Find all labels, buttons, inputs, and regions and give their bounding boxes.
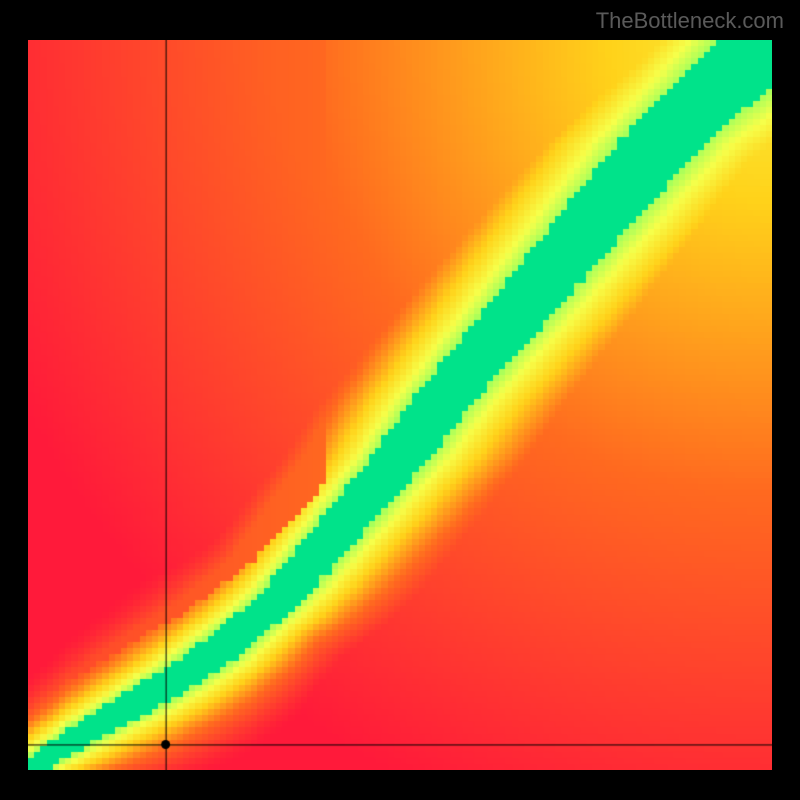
bottleneck-heatmap	[28, 40, 772, 770]
heatmap-canvas	[28, 40, 772, 770]
watermark-text: TheBottleneck.com	[596, 8, 784, 34]
